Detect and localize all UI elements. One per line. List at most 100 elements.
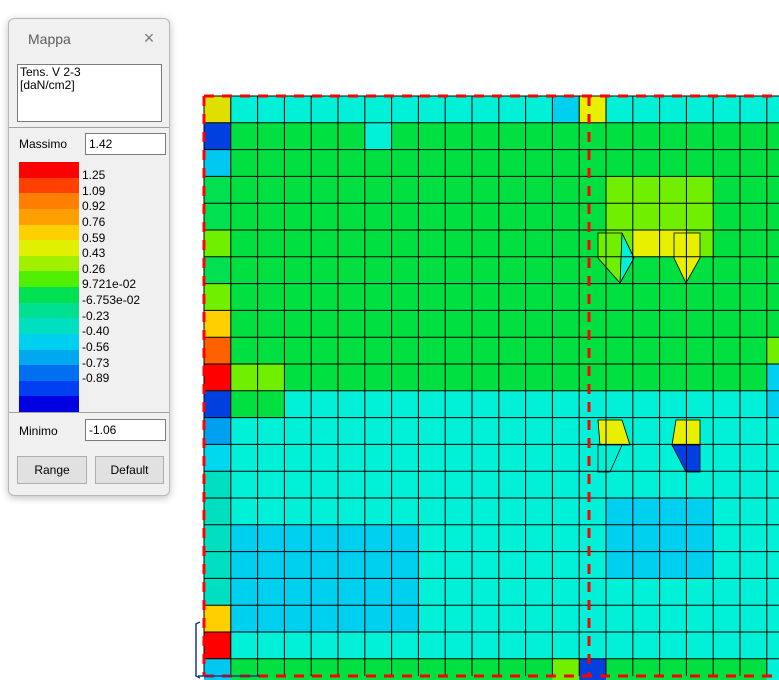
mesh-cell [230, 417, 258, 445]
mesh-cell [659, 605, 687, 633]
mesh-cell [766, 444, 779, 472]
mesh-cell [472, 283, 500, 311]
legend-label: 9.721e-02 [82, 277, 137, 292]
mesh-cell [284, 256, 312, 284]
mesh-cell [445, 176, 473, 204]
mesh-cell [579, 605, 607, 633]
mesh-cell [284, 310, 312, 338]
mesh-cell [230, 337, 258, 365]
mesh-cell [284, 364, 312, 392]
map-palette-window[interactable]: Mappa × Tens. V 2-3 [daN/cm2] Massimo 1.… [8, 18, 170, 496]
mesh-cell [606, 605, 634, 633]
mesh-cell [632, 96, 660, 124]
min-label: Minimo [19, 424, 58, 438]
close-icon[interactable]: × [143, 28, 155, 48]
mesh-cell [338, 230, 366, 258]
mesh-cell [364, 417, 392, 445]
mesh-cell [632, 203, 660, 231]
mesh-cell [606, 203, 634, 231]
mesh-cell [740, 122, 768, 150]
mesh-cell [284, 578, 312, 606]
mesh-cell [391, 283, 419, 311]
mesh-cell [418, 471, 446, 499]
mesh-cell [713, 578, 741, 606]
mesh-cell [338, 471, 366, 499]
mesh-cell [552, 96, 580, 124]
legend-label: 1.09 [82, 183, 106, 198]
mesh-cell [338, 122, 366, 150]
mesh-cell [472, 498, 500, 526]
mesh-cell [498, 96, 526, 124]
mesh-cell [713, 364, 741, 392]
mesh-cell [713, 417, 741, 445]
mesh-cell [498, 524, 526, 552]
mesh-cell [364, 122, 392, 150]
mesh-cell [418, 337, 446, 365]
mesh-cell [364, 364, 392, 392]
mesh-cell [472, 176, 500, 204]
legend-label: 0.76 [82, 214, 106, 229]
mesh-cell [740, 551, 768, 579]
mesh-cell [525, 203, 553, 231]
mesh-cell [338, 551, 366, 579]
mesh-cell [230, 471, 258, 499]
mesh-cell [445, 578, 473, 606]
mesh-cell [740, 310, 768, 338]
legend-label: 0.92 [82, 199, 106, 214]
mesh-cell [418, 632, 446, 660]
mesh-cell [659, 524, 687, 552]
mesh-cell [525, 176, 553, 204]
mesh-cell [230, 364, 258, 392]
mesh-cell [552, 605, 580, 633]
mesh-cell [766, 176, 779, 204]
mesh-cell [740, 337, 768, 365]
max-field[interactable]: 1.42 [85, 133, 166, 155]
mesh-cell [338, 283, 366, 311]
mesh-cell [686, 390, 714, 418]
mesh-cell [498, 444, 526, 472]
legend-label: -0.56 [82, 339, 110, 354]
default-button[interactable]: Default [95, 456, 164, 484]
mesh-cell [713, 283, 741, 311]
mesh-cell [391, 632, 419, 660]
mesh-cell [445, 471, 473, 499]
mesh-cell [525, 498, 553, 526]
mesh-cell [338, 444, 366, 472]
mesh-cell [204, 578, 232, 606]
mesh-cell [606, 364, 634, 392]
mesh-cell [230, 524, 258, 552]
mesh-cell [766, 122, 779, 150]
mesh-cell [418, 283, 446, 311]
mesh-cell [659, 551, 687, 579]
mesh-cell [579, 203, 607, 231]
mesh-cell [284, 632, 312, 660]
mesh-cell [204, 498, 232, 526]
mesh-cell [472, 390, 500, 418]
mesh-cell [713, 551, 741, 579]
mesh-cell [364, 337, 392, 365]
mesh-cell [686, 310, 714, 338]
mesh-cell [766, 203, 779, 231]
mesh-cell [284, 471, 312, 499]
min-field[interactable]: -1.06 [85, 419, 166, 441]
mesh-cell [418, 96, 446, 124]
mesh-cell [766, 551, 779, 579]
mesh-cell [686, 176, 714, 204]
mesh-cell [204, 417, 232, 445]
quantity-textbox[interactable]: Tens. V 2-3 [daN/cm2] [17, 64, 162, 122]
mesh-cell [445, 230, 473, 258]
mesh-cell [445, 417, 473, 445]
mesh-cell [364, 149, 392, 177]
range-button[interactable]: Range [17, 456, 87, 484]
mesh-cell [445, 364, 473, 392]
mesh-cell [364, 176, 392, 204]
mesh-cell [713, 498, 741, 526]
title-bar[interactable]: Mappa × [9, 19, 169, 59]
mesh-cell [418, 230, 446, 258]
mesh-cell [606, 337, 634, 365]
mesh-cell [713, 203, 741, 231]
mesh-cell [391, 417, 419, 445]
mesh-cell [391, 122, 419, 150]
mesh-cell [311, 551, 339, 579]
